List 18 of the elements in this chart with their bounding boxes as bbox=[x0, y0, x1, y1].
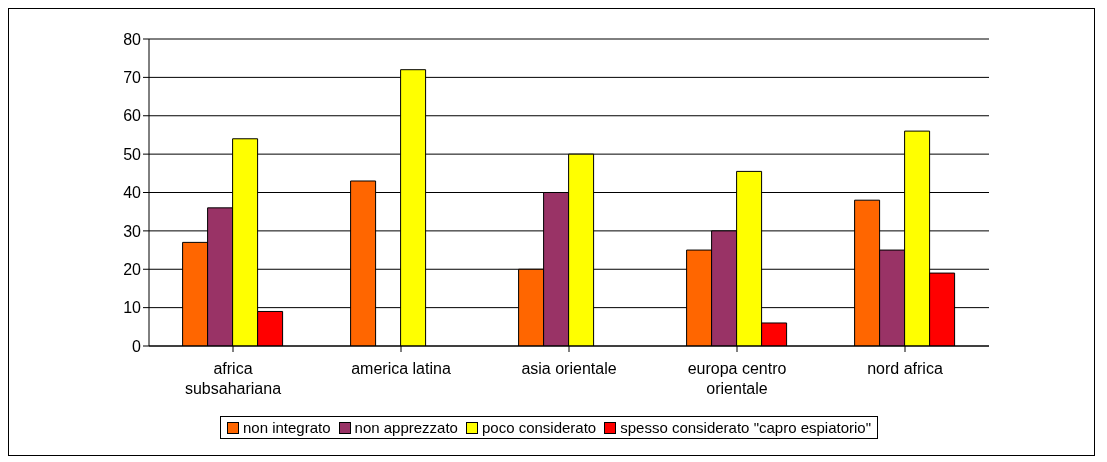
y-tick-label: 40 bbox=[123, 184, 142, 202]
legend-label: poco considerato bbox=[480, 419, 597, 436]
legend-label: spesso considerato "capro espiatorio" bbox=[619, 419, 872, 436]
y-tick-label: 80 bbox=[123, 30, 142, 48]
legend-label: non apprezzato bbox=[353, 419, 458, 436]
x-tick-label: asia orientale bbox=[521, 360, 617, 377]
x-tick-label: europa centro orientale bbox=[687, 360, 787, 397]
x-tick-label: nord africa bbox=[867, 360, 943, 377]
y-tick-label: 20 bbox=[123, 260, 142, 278]
y-tick-label: 30 bbox=[123, 222, 142, 240]
y-tick-label: 70 bbox=[123, 69, 142, 87]
legend-label: non integrato bbox=[241, 419, 331, 436]
y-tick-label: 60 bbox=[123, 107, 142, 125]
x-tick-label: africa subsahariana bbox=[184, 360, 282, 397]
y-tick-label: 10 bbox=[123, 299, 142, 317]
y-tick-label: 0 bbox=[132, 337, 142, 355]
x-tick-label: america latina bbox=[351, 360, 451, 377]
y-tick-label: 50 bbox=[123, 145, 142, 163]
